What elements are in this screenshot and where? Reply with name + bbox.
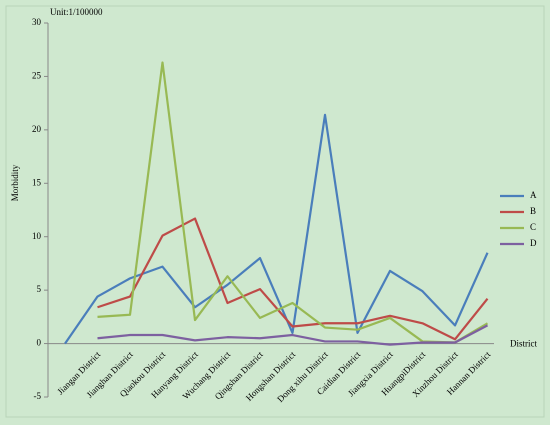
y-tick-label: 30	[32, 17, 42, 27]
unit-note: Unit:1/100000	[50, 7, 103, 17]
series-line	[97, 217, 489, 341]
legend-label: D	[530, 238, 537, 248]
y-tick-label: 0	[37, 338, 42, 348]
chart-frame	[5, 5, 545, 418]
legend-label: A	[530, 190, 537, 200]
legend-label: C	[530, 222, 536, 232]
series-line	[97, 324, 489, 346]
y-tick-label: 25	[32, 70, 42, 80]
y-tick-label: 10	[32, 231, 42, 241]
y-tick-label: 5	[37, 284, 42, 294]
y-tick-label: 15	[32, 177, 42, 187]
y-axis-label: Morbidity	[10, 164, 20, 201]
y-tick-label: -5	[34, 391, 42, 401]
legend-label: B	[530, 206, 536, 216]
y-tick-label: 20	[32, 124, 42, 134]
x-axis-label: District	[510, 339, 537, 349]
